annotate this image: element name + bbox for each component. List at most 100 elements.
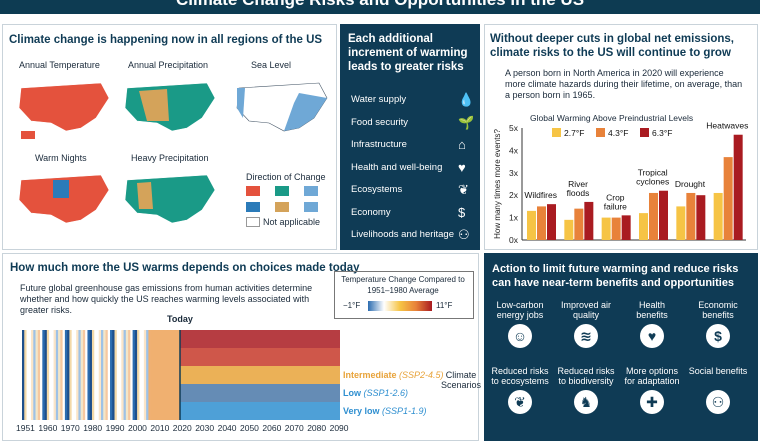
bar <box>723 157 733 240</box>
history-stripe <box>128 330 131 420</box>
benefit-label: Reduced risks to ecosystems <box>491 366 549 386</box>
history-stripe <box>168 330 172 420</box>
year-tick: 2060 <box>262 423 282 433</box>
dollar-icon: $ <box>706 324 730 348</box>
heart-icon: ♥ <box>640 324 664 348</box>
scenario-code: (SSP1-1.9) <box>382 406 427 416</box>
hazard-bar-chart: 0x 1x 2x 3x 4x 5x How many times more events? W… <box>493 122 748 245</box>
history-stripe <box>51 330 54 420</box>
history-stripe <box>71 330 75 420</box>
scenario-band <box>180 348 340 366</box>
year-tick: 1960 <box>38 423 58 433</box>
benefit-label: More options for adaptation <box>624 366 680 386</box>
panel2-heading: Each additional increment of warming lea… <box>348 33 468 73</box>
history-stripe <box>173 330 176 420</box>
bar <box>611 217 621 240</box>
risk-item: Economy $ <box>351 204 471 220</box>
category-label: Wildfires <box>524 190 557 200</box>
benefit-label: Health benefits <box>636 300 668 320</box>
category-label: failure <box>604 201 627 211</box>
legend-swatch <box>304 186 318 196</box>
history-stripe <box>49 330 52 420</box>
risk-item-label: Economy <box>351 206 391 218</box>
legend-label: 6.3°F <box>652 128 672 138</box>
history-stripe <box>58 330 61 420</box>
bar <box>547 204 556 240</box>
year-tick: 1980 <box>83 423 103 433</box>
history-stripe <box>175 330 179 420</box>
y-tick-label: 1x <box>509 213 519 223</box>
y-tick-label: 2x <box>509 190 519 200</box>
history-stripe <box>123 330 127 420</box>
scenario-band <box>180 330 340 348</box>
water-drop-icon: 💧 <box>458 92 475 107</box>
scenario-code: (SSP1-2.6) <box>363 388 409 398</box>
puzzle-icon: ✚ <box>640 390 664 414</box>
category-label: Crop <box>606 192 625 202</box>
year-tick: 2040 <box>217 423 237 433</box>
benefit-label: Low-carbon energy jobs <box>496 300 544 320</box>
history-stripe <box>119 330 122 420</box>
benefit-label: Economic benefits <box>698 300 738 320</box>
scenario-code: (SSP2-4.5) <box>399 370 444 380</box>
history-stripe <box>28 330 32 420</box>
map-annual-temperature <box>18 82 110 139</box>
risk-item: Food security 🌱 <box>351 114 475 130</box>
legend-label: 4.3°F <box>608 128 628 138</box>
category-label: Heatwaves <box>706 122 748 131</box>
benefit-item: Social benefits ⚇ <box>688 366 748 414</box>
history-stripe <box>170 330 174 420</box>
bar <box>584 201 594 240</box>
year-tick: 1970 <box>60 423 80 433</box>
worker-icon: ☺ <box>508 324 532 348</box>
year-tick: 2070 <box>284 423 304 433</box>
plant-icon: 🌱 <box>458 114 475 130</box>
title-bar <box>0 0 760 14</box>
bar <box>574 208 584 240</box>
history-stripe <box>67 330 70 420</box>
history-stripe <box>150 330 154 420</box>
risk-item-label: Livelihoods and heritage <box>351 229 454 240</box>
year-tick: 1951 <box>16 423 35 433</box>
history-stripe <box>177 330 181 420</box>
legend-swatch <box>552 128 561 137</box>
history-stripe <box>110 330 113 420</box>
scenario-name: Low <box>343 388 364 398</box>
y-tick-label: 0x <box>509 235 519 245</box>
heart-icon: ♥ <box>458 159 466 175</box>
bar <box>601 217 611 240</box>
temperature-gradient <box>368 301 432 311</box>
year-tick: 2030 <box>195 423 215 433</box>
history-stripe <box>89 330 93 420</box>
history-stripe <box>114 330 118 420</box>
dollar-icon: $ <box>458 204 466 220</box>
history-stripe <box>121 330 124 420</box>
map-label: Annual Precipitation <box>128 60 209 70</box>
history-stripe <box>112 330 115 420</box>
map-label: Annual Temperature <box>19 60 100 70</box>
category-label: floods <box>567 188 590 198</box>
scenario-label: Intermediate (SSP2-4.5) <box>343 370 444 380</box>
history-stripe <box>157 330 160 420</box>
scenario-label: Low (SSP1-2.6) <box>343 388 408 398</box>
deer-icon: ♞ <box>574 390 598 414</box>
history-stripe <box>155 330 158 420</box>
temperature-legend-title: Temperature Change Compared to 1951–1980… <box>341 275 465 295</box>
history-stripe <box>78 330 81 420</box>
benefit-label: Improved air quality <box>560 300 612 320</box>
benefit-label: Social benefits <box>688 366 748 376</box>
history-stripe <box>33 330 36 420</box>
risk-item: Livelihoods and heritage ⚇ <box>351 227 471 242</box>
history-stripe <box>107 330 111 420</box>
scenario-name: Intermediate <box>343 370 400 380</box>
history-stripe <box>26 330 30 420</box>
bar <box>621 215 631 240</box>
history-stripe <box>22 330 25 420</box>
map-legend-title: Direction of Change <box>246 172 326 182</box>
year-tick: 2050 <box>240 423 259 433</box>
category-label: cyclones <box>636 177 669 187</box>
risk-item-label: Ecosystems <box>351 184 403 195</box>
benefit-item: Reduced risks to ecosystems ❦ <box>490 366 550 414</box>
bar <box>733 134 743 240</box>
history-stripe <box>55 330 59 420</box>
